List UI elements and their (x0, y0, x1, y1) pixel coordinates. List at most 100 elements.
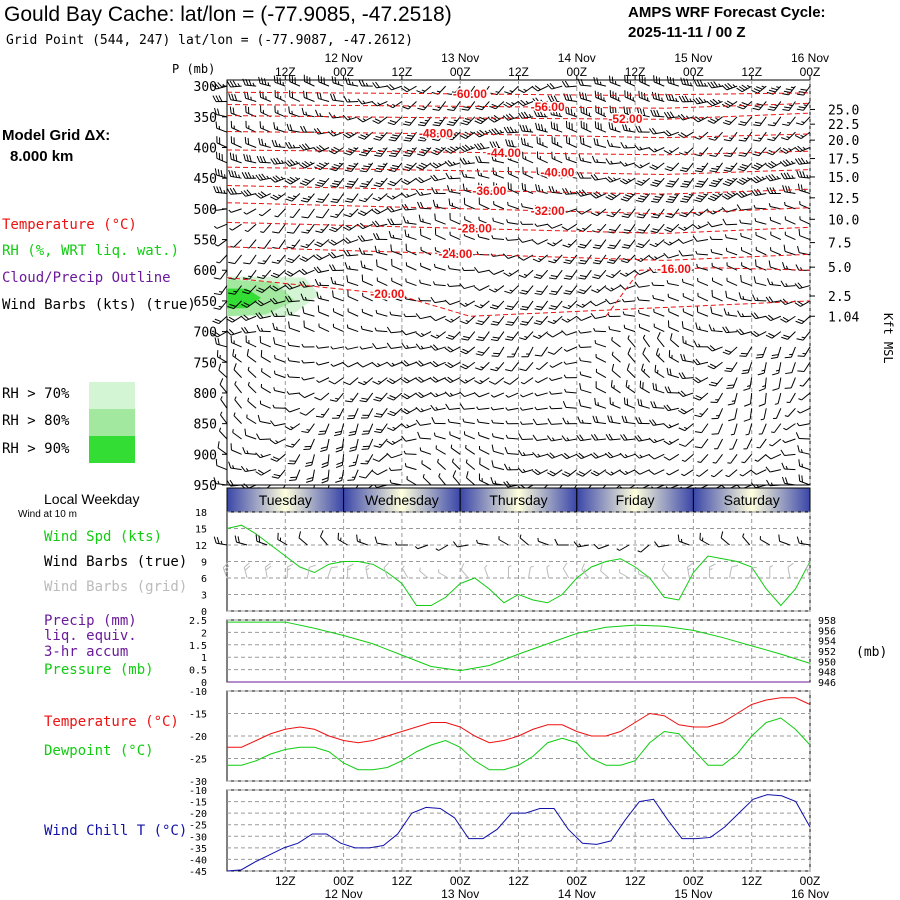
barb-staff (653, 311, 665, 317)
barb-staff (799, 423, 811, 427)
barb-flag (227, 305, 234, 310)
barb-flag (230, 136, 233, 143)
barb-staff (435, 219, 446, 225)
wind-barb (577, 285, 592, 295)
barb-half (519, 421, 523, 425)
barb-staff (536, 207, 548, 210)
barb-flag (778, 534, 781, 542)
barb-staff (773, 131, 782, 141)
barb-half (758, 137, 762, 140)
barb-flag (492, 141, 497, 148)
y-tick-label: 0.5 (189, 666, 207, 677)
wind-barb (573, 541, 589, 548)
barb-half (671, 354, 673, 359)
barb-staff (642, 353, 651, 363)
barb-flag (317, 181, 324, 185)
barb-flag (548, 260, 555, 264)
barb-flag (577, 246, 585, 249)
temperature-contour-label: -16.00 (657, 262, 691, 276)
wind-barb (600, 564, 610, 579)
barb-flag (510, 183, 512, 191)
barb-half (494, 288, 498, 291)
barb-staff (639, 469, 650, 475)
barb-half (407, 233, 410, 238)
barb-staff (784, 453, 796, 457)
wind-barb (798, 392, 811, 401)
barb-flag (555, 109, 558, 116)
barb-flag (479, 116, 486, 121)
wind-barb (592, 239, 607, 249)
barb-staff (742, 469, 752, 477)
wind-barb (244, 223, 257, 232)
barb-flag (247, 106, 250, 114)
barb-flag (332, 198, 340, 201)
barb-half (348, 265, 351, 270)
wind-barb (475, 346, 490, 356)
barb-half (420, 408, 424, 412)
barb-staff (288, 300, 300, 303)
barb-staff (682, 359, 694, 363)
wind-barb (315, 208, 330, 219)
barb-flag (346, 275, 349, 283)
barb-staff (263, 239, 272, 249)
wind-barb (258, 76, 271, 87)
barb-staff (513, 346, 519, 358)
barb-flag (255, 452, 261, 458)
barb-staff (580, 143, 592, 148)
barb-half (419, 279, 421, 284)
barb-flag (575, 453, 582, 459)
barb-flag (802, 171, 806, 178)
barb-staff (406, 479, 417, 486)
barb-half (352, 461, 357, 464)
barb-flag (649, 419, 654, 426)
barb-flag (785, 372, 792, 375)
barb-staff (799, 451, 811, 455)
barb-staff (799, 407, 811, 414)
barb-staff (376, 85, 388, 89)
wind-barb (594, 121, 607, 133)
barb-flag (580, 105, 582, 113)
barb-half (247, 381, 250, 386)
height-tick-label: 7.5 (828, 237, 851, 252)
barb-flag (488, 117, 495, 123)
barb-staff (478, 392, 490, 398)
barb-flag (290, 476, 297, 479)
barb-flag (619, 284, 626, 290)
barb-flag (319, 179, 326, 183)
barb-half (363, 381, 367, 384)
barb-staff (508, 392, 519, 398)
temperature-contour (226, 91, 811, 96)
wind-barb (607, 239, 621, 250)
pressure-tick-label: 550 (194, 234, 217, 249)
barb-flag (219, 186, 223, 194)
barb-staff (245, 331, 257, 334)
wind-barb (298, 268, 315, 276)
barb-half (420, 246, 422, 251)
barb-flag (271, 476, 279, 479)
barb-flag (699, 79, 704, 87)
barb-staff (551, 174, 563, 179)
barb-staff (479, 203, 490, 210)
wind-barb (637, 570, 650, 579)
barb-flag (532, 86, 539, 92)
barb-half (233, 412, 236, 416)
barb-staff (303, 299, 315, 302)
barb-flag (622, 258, 630, 262)
barb-staff (519, 537, 529, 546)
barb-flag (242, 447, 246, 454)
barb-flag (229, 80, 235, 87)
wind-barb (736, 84, 752, 93)
wind-barb (505, 237, 519, 241)
barb-staff (610, 285, 621, 292)
barb-staff (624, 421, 636, 425)
barb-flag (712, 179, 720, 183)
wind-barb (391, 258, 403, 271)
barb-flag (479, 142, 485, 149)
wind-barb (328, 264, 344, 272)
wind-barb (781, 131, 796, 141)
wind-barb (546, 82, 563, 90)
barb-half (685, 115, 689, 119)
barb-flag (677, 238, 684, 244)
barb-half (332, 323, 335, 328)
barb-flag (722, 326, 727, 333)
